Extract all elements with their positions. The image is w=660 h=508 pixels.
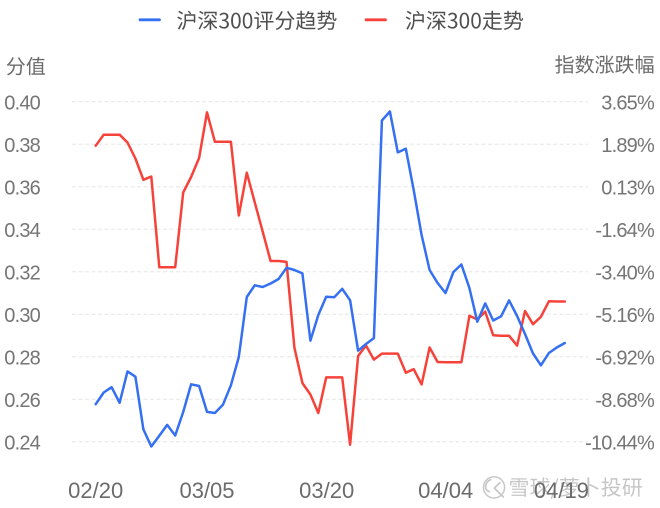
svg-text:0.26: 0.26 [4,390,40,412]
svg-text:0.40: 0.40 [4,93,40,115]
svg-text:03/20: 03/20 [299,478,354,503]
svg-text:03/05: 03/05 [179,478,234,503]
svg-text:0.24: 0.24 [4,433,40,455]
svg-text:0.30: 0.30 [4,305,40,327]
svg-text:0.32: 0.32 [4,263,40,285]
svg-text:-6.92%: -6.92% [595,348,655,370]
svg-text:-1.64%: -1.64% [595,220,655,242]
svg-text:0.13%: 0.13% [601,178,655,200]
svg-text:0.36: 0.36 [4,178,40,200]
svg-text:0.38: 0.38 [4,135,40,157]
svg-text:02/20: 02/20 [68,478,123,503]
svg-text:0.34: 0.34 [4,220,40,242]
svg-text:04/04: 04/04 [418,478,473,503]
svg-text:-8.68%: -8.68% [595,390,655,412]
svg-text:04/19: 04/19 [534,478,589,503]
svg-text:3.65%: 3.65% [601,93,655,115]
svg-text:1.89%: 1.89% [601,135,655,157]
svg-text:-10.44%: -10.44% [585,433,655,455]
svg-text:0.28: 0.28 [4,348,40,370]
svg-text:-3.40%: -3.40% [595,263,655,285]
svg-text:-5.16%: -5.16% [595,305,655,327]
